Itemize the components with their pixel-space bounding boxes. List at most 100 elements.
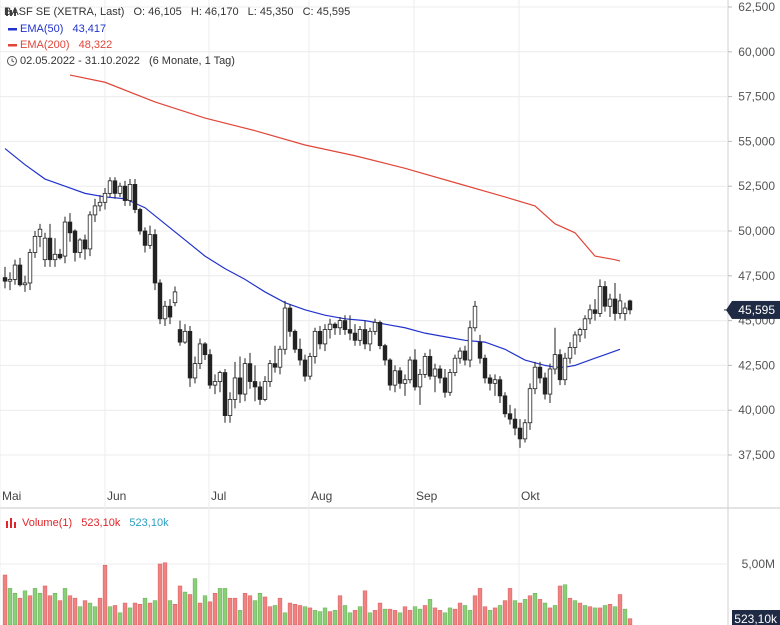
- ema50-line: [4, 148, 621, 368]
- close-value: C: 45,595: [302, 6, 351, 18]
- volume-bar: [42, 585, 48, 625]
- volume-bar: [272, 605, 278, 625]
- volume-bar: [607, 604, 613, 625]
- volume-bar: [127, 607, 133, 625]
- candle-body: [152, 234, 158, 284]
- candlestick: [177, 320, 183, 346]
- volume-bar: [417, 608, 423, 625]
- candlestick: [287, 304, 293, 337]
- candle-body: [117, 185, 123, 194]
- volume-bar: [197, 602, 203, 625]
- volume-bar: [622, 608, 628, 625]
- volume-icon: [6, 521, 8, 528]
- candlestick: [162, 300, 168, 326]
- volume-bar: [157, 563, 163, 625]
- candlestick: [577, 327, 583, 343]
- candle-body: [7, 278, 13, 282]
- candle-body: [487, 377, 493, 384]
- candlestick: [592, 299, 598, 321]
- candlestick: [72, 229, 78, 262]
- candle-body: [532, 366, 538, 390]
- volume-bar: [477, 588, 483, 625]
- candle-body: [122, 185, 128, 201]
- volume-bar: [57, 600, 63, 625]
- candle-body: [417, 373, 423, 388]
- candle-body: [167, 305, 173, 318]
- candlestick: [527, 383, 533, 430]
- price-tick-label: 52,500: [738, 179, 775, 193]
- candle-body: [402, 379, 408, 384]
- candle-body: [422, 356, 428, 375]
- legend-volume[interactable]: Volume(1) 523,10k 523,10k: [22, 517, 175, 529]
- candlestick: [327, 318, 333, 339]
- volume-panel: [0, 506, 780, 625]
- candlestick: [197, 338, 203, 369]
- candlestick: [217, 370, 223, 393]
- price-tick-label: 62,500: [738, 0, 775, 14]
- volume-icon: [10, 518, 12, 528]
- candle-body: [497, 379, 503, 397]
- legend-ema50[interactable]: EMA(50) 43,417: [20, 23, 112, 35]
- volume-bar: [362, 590, 368, 625]
- legend-ema200[interactable]: EMA(200) 48,322: [20, 39, 118, 51]
- candle-body: [362, 329, 368, 345]
- clock-icon: [7, 56, 17, 66]
- volume-bar: [547, 607, 553, 625]
- candle-body: [567, 347, 573, 359]
- volume-bar: [292, 604, 298, 625]
- candle-body: [582, 318, 588, 330]
- candlestick: [152, 229, 158, 291]
- candle-body: [572, 334, 578, 348]
- month-tick-label: Aug: [311, 489, 332, 503]
- volume-bar: [137, 604, 143, 625]
- candlestick: [267, 360, 273, 387]
- candle-body: [222, 372, 228, 416]
- volume-bar: [287, 602, 293, 625]
- candle-body: [57, 253, 63, 259]
- candlestick: [532, 361, 538, 395]
- candle-body: [197, 343, 203, 365]
- volume-bar: [52, 593, 58, 625]
- candle-body: [432, 368, 438, 377]
- candle-body: [132, 184, 138, 210]
- candle-body: [447, 372, 453, 393]
- candlestick: [422, 352, 428, 378]
- volume-bar: [627, 618, 633, 625]
- volume-bar: [492, 607, 498, 625]
- candle-body: [67, 221, 73, 234]
- candle-body: [27, 252, 33, 284]
- volume-bar: [337, 595, 343, 625]
- candle-body: [312, 330, 318, 357]
- candle-body: [427, 356, 433, 377]
- candle-body: [507, 413, 513, 420]
- last-price-badge: [732, 300, 780, 319]
- volume-bar: [112, 605, 118, 625]
- volume-bar: [192, 578, 198, 625]
- candlestick: [522, 419, 528, 443]
- month-tick-label: Sep: [416, 489, 438, 503]
- volume-bar: [617, 594, 623, 625]
- candle-body: [337, 320, 343, 329]
- candle-body: [137, 209, 143, 232]
- candlestick: [102, 187, 108, 210]
- volume-label: Volume(1): [22, 517, 73, 529]
- candlestick: [97, 195, 103, 212]
- price-tick-label: 60,000: [738, 45, 775, 59]
- legend-range: 02.05.2022 - 31.10.2022 (6 Monate, 1 Tag…: [20, 55, 241, 67]
- volume-bar: [117, 612, 123, 625]
- price-tick-label: 55,000: [738, 134, 775, 148]
- candlestick: [597, 279, 603, 318]
- candle-body: [87, 214, 93, 250]
- ema200-line: [69, 74, 621, 262]
- candle-body: [317, 330, 323, 345]
- candle-body: [267, 363, 273, 382]
- candlestick: [372, 318, 378, 335]
- candlestick: [462, 345, 468, 366]
- candlestick: [452, 354, 458, 377]
- volume-value-blue: 523,10k: [129, 517, 169, 529]
- volume-bar: [257, 593, 263, 625]
- candle-body: [257, 386, 263, 400]
- volume-bar: [317, 611, 323, 625]
- month-tick-label: Jul: [211, 489, 226, 503]
